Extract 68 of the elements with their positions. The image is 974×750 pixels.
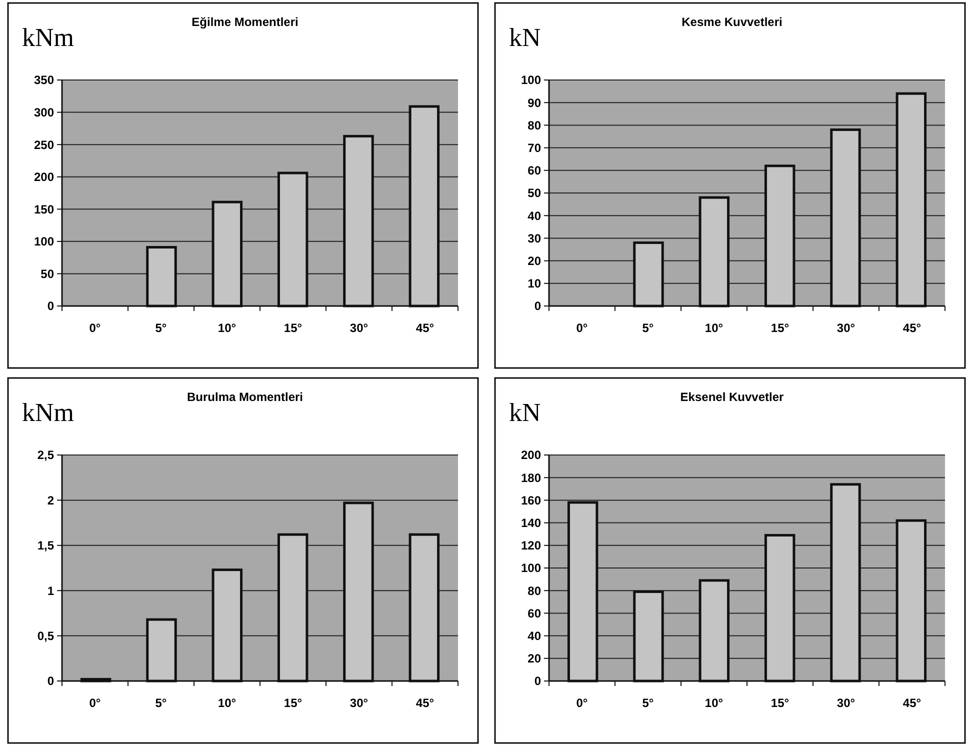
y-tick-label: 250 <box>34 138 54 152</box>
y-tick-label: 20 <box>528 652 542 666</box>
x-tick-label: 45° <box>416 696 434 710</box>
y-tick-label: 10 <box>528 276 542 291</box>
y-tick-label: 80 <box>528 118 542 132</box>
x-tick-label: 5° <box>155 696 167 710</box>
x-tick-label: 5° <box>155 321 167 335</box>
x-tick-label: 15° <box>284 321 302 335</box>
x-tick-label: 15° <box>770 696 790 710</box>
x-tick-label: 30° <box>350 321 368 335</box>
y-tick-label: 120 <box>520 538 542 553</box>
y-tick-label: 150 <box>34 202 54 216</box>
y-tick-label: 1,5 <box>37 538 54 553</box>
x-tick-label: 15° <box>284 696 302 710</box>
y-tick-label: 2 <box>47 493 54 508</box>
x-tick-label: 10° <box>218 696 236 710</box>
y-tick-label: 200 <box>520 448 542 462</box>
y-tick-label: 0 <box>47 674 54 688</box>
y-tick-label: 90 <box>528 96 542 110</box>
x-tick-label: 0° <box>89 321 101 335</box>
y-tick-label: 0,5 <box>37 629 54 643</box>
x-tick-label: 5° <box>642 696 654 710</box>
y-tick-label: 50 <box>528 186 542 200</box>
y-tick-label: 0 <box>47 299 54 314</box>
y-axis-title: kN <box>509 398 541 427</box>
x-tick-label: 5° <box>642 321 654 335</box>
y-tick-label: 30 <box>528 231 542 246</box>
x-tick-label: 10° <box>704 696 724 710</box>
y-tick-label: 70 <box>528 141 542 155</box>
y-tick-label: 0 <box>534 299 542 314</box>
chart-title: Burulma Momentleri <box>186 390 304 404</box>
y-tick-label: 40 <box>528 629 542 643</box>
y-tick-label: 100 <box>34 234 54 249</box>
y-tick-label: 60 <box>528 164 542 178</box>
y-tick-label: 100 <box>520 561 542 576</box>
y-axis-title: kNm <box>22 23 74 52</box>
x-tick-label: 45° <box>902 696 922 710</box>
y-tick-label: 20 <box>528 254 542 268</box>
y-tick-label: 350 <box>34 73 54 88</box>
x-tick-label: 30° <box>836 321 856 335</box>
y-tick-label: 140 <box>520 516 542 530</box>
x-tick-label: 0° <box>89 696 101 710</box>
y-tick-label: 100 <box>520 73 542 88</box>
y-axis-title: kN <box>509 23 541 52</box>
y-tick-label: 50 <box>40 266 54 281</box>
x-tick-label: 30° <box>350 696 368 710</box>
y-tick-label: 40 <box>528 208 542 223</box>
y-tick-label: 180 <box>520 470 542 485</box>
x-tick-label: 10° <box>704 321 724 335</box>
y-tick-label: 2,5 <box>37 448 54 462</box>
chart-title: Eksenel Kuvvetler <box>680 390 784 404</box>
y-tick-label: 0 <box>534 674 542 688</box>
y-tick-label: 80 <box>528 584 542 598</box>
chart-title: Kesme Kuvvetleri <box>682 15 782 29</box>
y-axis-title: kNm <box>22 398 74 427</box>
chart-title: Eğilme Momentleri <box>192 15 298 29</box>
x-tick-label: 15° <box>770 321 790 335</box>
y-tick-label: 60 <box>528 606 542 620</box>
y-tick-label: 160 <box>520 493 542 508</box>
x-tick-label: 0° <box>576 321 588 335</box>
y-tick-label: 300 <box>34 105 54 120</box>
x-tick-label: 45° <box>416 321 434 335</box>
x-tick-label: 0° <box>576 696 588 710</box>
y-tick-label: 200 <box>34 170 54 184</box>
y-tick-label: 1 <box>47 584 54 598</box>
x-tick-label: 45° <box>902 321 922 335</box>
x-tick-label: 30° <box>836 696 856 710</box>
x-tick-label: 10° <box>218 321 236 335</box>
